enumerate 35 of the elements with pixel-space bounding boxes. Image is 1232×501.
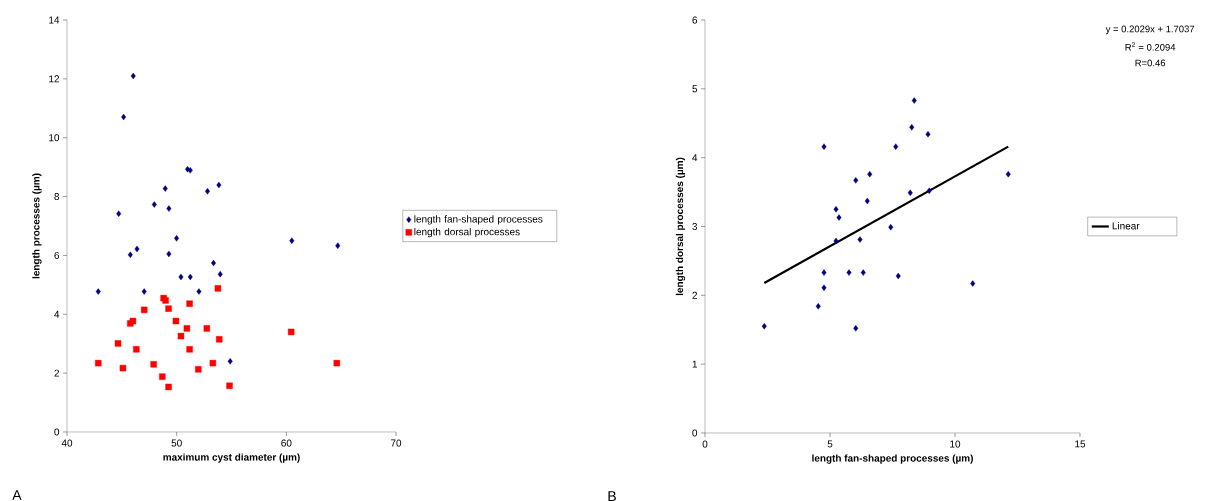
y-tick-label: 1 [692,360,698,368]
y-tick-label: 10 [49,134,60,142]
x-tick-label: 10 [950,440,961,448]
y-tick-label: 2 [692,291,697,299]
x-axis-title: length fan-shaped processes (µm) [812,454,973,464]
text: R=0.46 [1135,59,1166,67]
x-tick-label: 50 [171,439,182,447]
y-tick-label: 12 [49,75,59,83]
y-tick-label: 5 [692,85,698,93]
y-tick-label: 3 [692,222,698,231]
text: R$^{2}$ = 0.2094 [1125,42,1176,51]
y-tick-label: 4 [54,310,60,318]
text: B [608,491,616,501]
legend-label: length fan-shaped processes [414,215,543,225]
x-tick-label: 15 [1075,440,1086,448]
text: A [12,490,22,500]
legend-label: Linear [1112,222,1140,230]
x-tick-label: 0 [702,440,708,448]
y-axis-title: length dorsal processes (µm) [675,157,686,296]
y-tick-label: 4 [692,154,698,162]
y-tick-label: 8 [54,193,60,201]
x-tick-label: 60 [281,439,292,447]
x-tick-label: 5 [827,440,833,448]
x-axis-title: maximum cyst diameter (µm) [163,453,300,463]
y-tick-label: 0 [54,428,60,436]
x-tick-label: 70 [390,439,402,447]
legend-label: length dorsal processes [414,227,520,238]
y-tick-label: 0 [692,429,698,437]
y-axis-title: length processes (µm) [32,173,42,279]
x-tick-label: 40 [61,439,73,447]
y-tick-label: 6 [692,16,698,24]
y-tick-label: 6 [54,251,60,259]
y-tick-label: 14 [49,16,60,24]
y-tick-label: 2 [54,369,59,377]
text: y = 0.2029x + 1.7037 [1105,25,1195,35]
